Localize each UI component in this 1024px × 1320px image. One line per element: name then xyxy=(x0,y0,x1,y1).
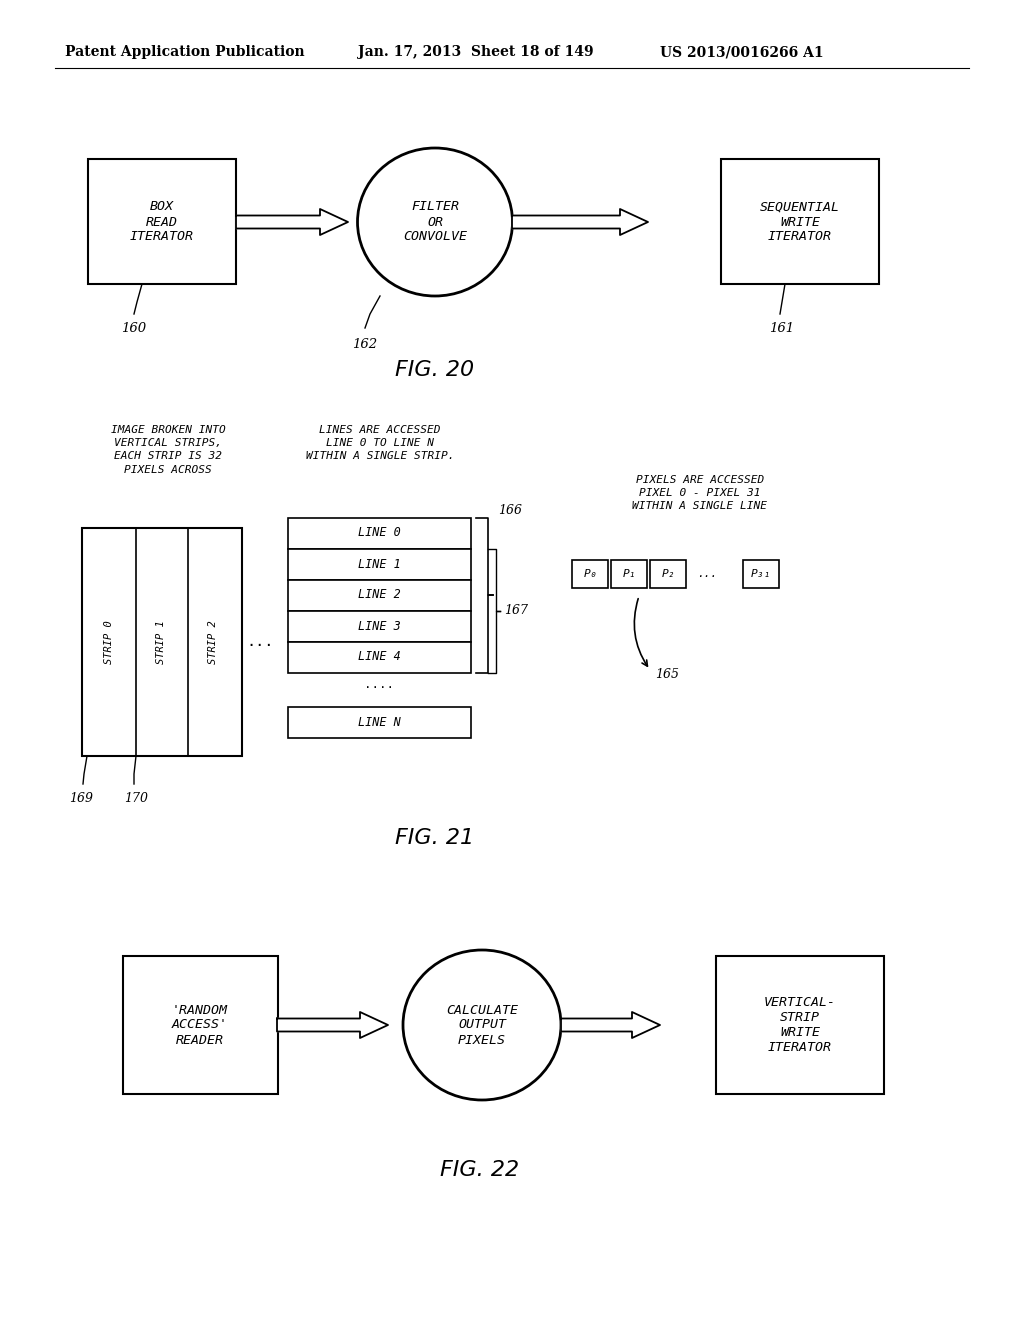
Text: P₃₁: P₃₁ xyxy=(751,569,771,579)
Text: 161: 161 xyxy=(769,322,795,335)
Text: STRIP 2: STRIP 2 xyxy=(208,620,218,664)
FancyBboxPatch shape xyxy=(721,158,879,284)
Text: FIG. 21: FIG. 21 xyxy=(395,828,474,847)
Polygon shape xyxy=(561,1012,660,1038)
Polygon shape xyxy=(278,1012,388,1038)
Text: 'RANDOM
ACCESS'
READER: 'RANDOM ACCESS' READER xyxy=(172,1003,228,1047)
Text: LINE 3: LINE 3 xyxy=(357,619,400,632)
Text: Jan. 17, 2013  Sheet 18 of 149: Jan. 17, 2013 Sheet 18 of 149 xyxy=(358,45,594,59)
FancyBboxPatch shape xyxy=(611,560,647,587)
Polygon shape xyxy=(236,209,348,235)
Text: 167: 167 xyxy=(504,605,528,618)
Text: P₁: P₁ xyxy=(623,569,636,579)
Text: 166: 166 xyxy=(498,503,522,516)
Ellipse shape xyxy=(357,148,512,296)
FancyBboxPatch shape xyxy=(716,956,884,1094)
Text: LINE 0: LINE 0 xyxy=(357,527,400,540)
Text: FIG. 20: FIG. 20 xyxy=(395,360,474,380)
Text: P₂: P₂ xyxy=(662,569,675,579)
Text: BOX
READ
ITERATOR: BOX READ ITERATOR xyxy=(130,201,194,243)
Text: LINE 4: LINE 4 xyxy=(357,651,400,664)
Text: LINE N: LINE N xyxy=(357,715,400,729)
Text: 170: 170 xyxy=(124,792,148,804)
Text: 169: 169 xyxy=(69,792,93,804)
Text: 165: 165 xyxy=(655,668,679,681)
Text: SEQUENTIAL
WRITE
ITERATOR: SEQUENTIAL WRITE ITERATOR xyxy=(760,201,840,243)
FancyBboxPatch shape xyxy=(743,560,779,587)
FancyBboxPatch shape xyxy=(288,517,471,549)
FancyBboxPatch shape xyxy=(82,528,242,756)
Text: LINE 2: LINE 2 xyxy=(357,589,400,602)
Text: VERTICAL-
STRIP
WRITE
ITERATOR: VERTICAL- STRIP WRITE ITERATOR xyxy=(764,997,836,1053)
Text: P₀: P₀ xyxy=(584,569,597,579)
Text: ....: .... xyxy=(364,678,394,692)
FancyBboxPatch shape xyxy=(288,642,471,673)
Text: ...: ... xyxy=(247,635,273,649)
Text: LINES ARE ACCESSED
LINE 0 TO LINE N
WITHIN A SINGLE STRIP.: LINES ARE ACCESSED LINE 0 TO LINE N WITH… xyxy=(306,425,455,462)
Polygon shape xyxy=(512,209,648,235)
Text: FILTER
OR
CONVOLVE: FILTER OR CONVOLVE xyxy=(403,201,467,243)
FancyBboxPatch shape xyxy=(288,549,471,579)
FancyBboxPatch shape xyxy=(88,158,236,284)
Ellipse shape xyxy=(403,950,561,1100)
FancyBboxPatch shape xyxy=(288,611,471,642)
FancyBboxPatch shape xyxy=(572,560,608,587)
FancyBboxPatch shape xyxy=(288,708,471,738)
Text: PIXELS ARE ACCESSED
PIXEL 0 - PIXEL 31
WITHIN A SINGLE LINE: PIXELS ARE ACCESSED PIXEL 0 - PIXEL 31 W… xyxy=(633,475,768,511)
Text: Patent Application Publication: Patent Application Publication xyxy=(65,45,304,59)
FancyBboxPatch shape xyxy=(650,560,686,587)
Text: US 2013/0016266 A1: US 2013/0016266 A1 xyxy=(660,45,823,59)
FancyBboxPatch shape xyxy=(288,579,471,611)
Text: FIG. 22: FIG. 22 xyxy=(440,1160,519,1180)
Text: ...: ... xyxy=(697,569,717,579)
Text: CALCULATE
OUTPUT
PIXELS: CALCULATE OUTPUT PIXELS xyxy=(446,1003,518,1047)
FancyBboxPatch shape xyxy=(123,956,278,1094)
Text: LINE 1: LINE 1 xyxy=(357,557,400,570)
Text: 160: 160 xyxy=(122,322,146,335)
Text: STRIP 0: STRIP 0 xyxy=(104,620,114,664)
Text: 162: 162 xyxy=(352,338,378,351)
Text: IMAGE BROKEN INTO
VERTICAL STRIPS,
EACH STRIP IS 32
PIXELS ACROSS: IMAGE BROKEN INTO VERTICAL STRIPS, EACH … xyxy=(111,425,225,475)
Text: STRIP 1: STRIP 1 xyxy=(156,620,166,664)
